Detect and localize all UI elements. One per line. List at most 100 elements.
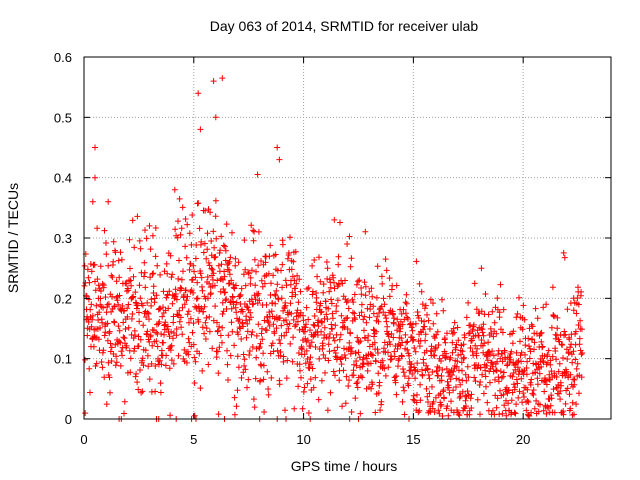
data-point [441,395,448,402]
data-point [415,315,422,321]
data-point [178,276,185,283]
data-point [210,276,216,283]
data-point [294,307,301,314]
data-point [340,367,347,374]
data-point [274,281,281,288]
data-point [479,342,486,349]
data-point [469,337,475,344]
data-point [494,395,501,402]
data-point [543,301,550,308]
data-point [401,387,408,394]
data-point [573,310,580,317]
data-point [149,232,156,239]
data-point [212,197,219,204]
data-point [497,387,503,394]
data-point [87,389,93,396]
data-point [513,401,520,408]
data-point [533,397,540,404]
data-point [176,195,183,202]
data-point [212,303,219,310]
data-point [147,246,154,253]
data-point [249,344,256,350]
data-point [118,256,125,263]
data-point [205,295,211,302]
data-point [98,288,104,294]
data-point [212,213,219,220]
data-point [474,365,481,372]
data-point [273,287,280,294]
data-point [216,323,223,330]
data-point [203,314,210,321]
data-point [223,221,230,228]
data-point [411,345,418,351]
data-point [116,292,123,299]
data-point [175,352,182,359]
data-point [241,356,248,363]
data-point [156,318,163,325]
data-point [391,353,398,360]
data-point [137,367,143,373]
data-point [542,375,548,381]
data-point [212,253,219,260]
data-point [228,277,235,284]
data-point [489,348,496,355]
data-point [170,335,176,342]
data-point [203,255,210,262]
data-point [361,279,368,286]
data-point [166,365,173,372]
data-point [103,240,109,246]
data-point [453,341,460,348]
data-point [110,238,117,245]
data-point [484,399,491,406]
data-point [416,343,423,350]
data-point [320,289,327,296]
data-point [220,242,227,249]
data-point [348,348,355,355]
data-point [521,394,527,400]
data-point [160,339,167,346]
data-point [137,336,144,343]
data-point [375,350,381,356]
data-point [567,405,574,412]
data-point [132,332,138,339]
data-point [531,405,538,412]
data-point [374,313,381,320]
data-point [222,297,229,304]
data-point [208,265,215,272]
data-point [182,287,189,294]
data-point [460,341,467,348]
data-point [528,376,535,383]
data-point [271,330,278,337]
data-point [420,326,426,333]
data-point [366,288,373,295]
data-point [302,360,309,367]
data-point [312,344,319,350]
data-point [251,404,258,411]
data-point [388,356,395,362]
data-point [469,326,476,333]
data-point [535,408,542,415]
data-point [277,315,283,321]
data-point [558,382,565,389]
data-point [543,381,550,388]
data-point [252,375,259,382]
data-point [424,311,430,318]
data-point [323,259,330,265]
data-point [346,377,352,384]
data-point [339,403,346,410]
data-point [257,377,264,384]
data-point [112,341,119,348]
data-point [289,273,296,280]
data-point [317,309,324,316]
data-point [490,352,497,359]
data-point [99,319,106,326]
data-point [502,356,509,363]
data-point [440,387,447,393]
data-point [520,390,527,397]
data-point [123,288,130,295]
data-point [294,318,301,325]
data-point [478,337,485,343]
data-point [162,362,169,369]
data-point [405,375,412,382]
data-point [409,337,416,344]
